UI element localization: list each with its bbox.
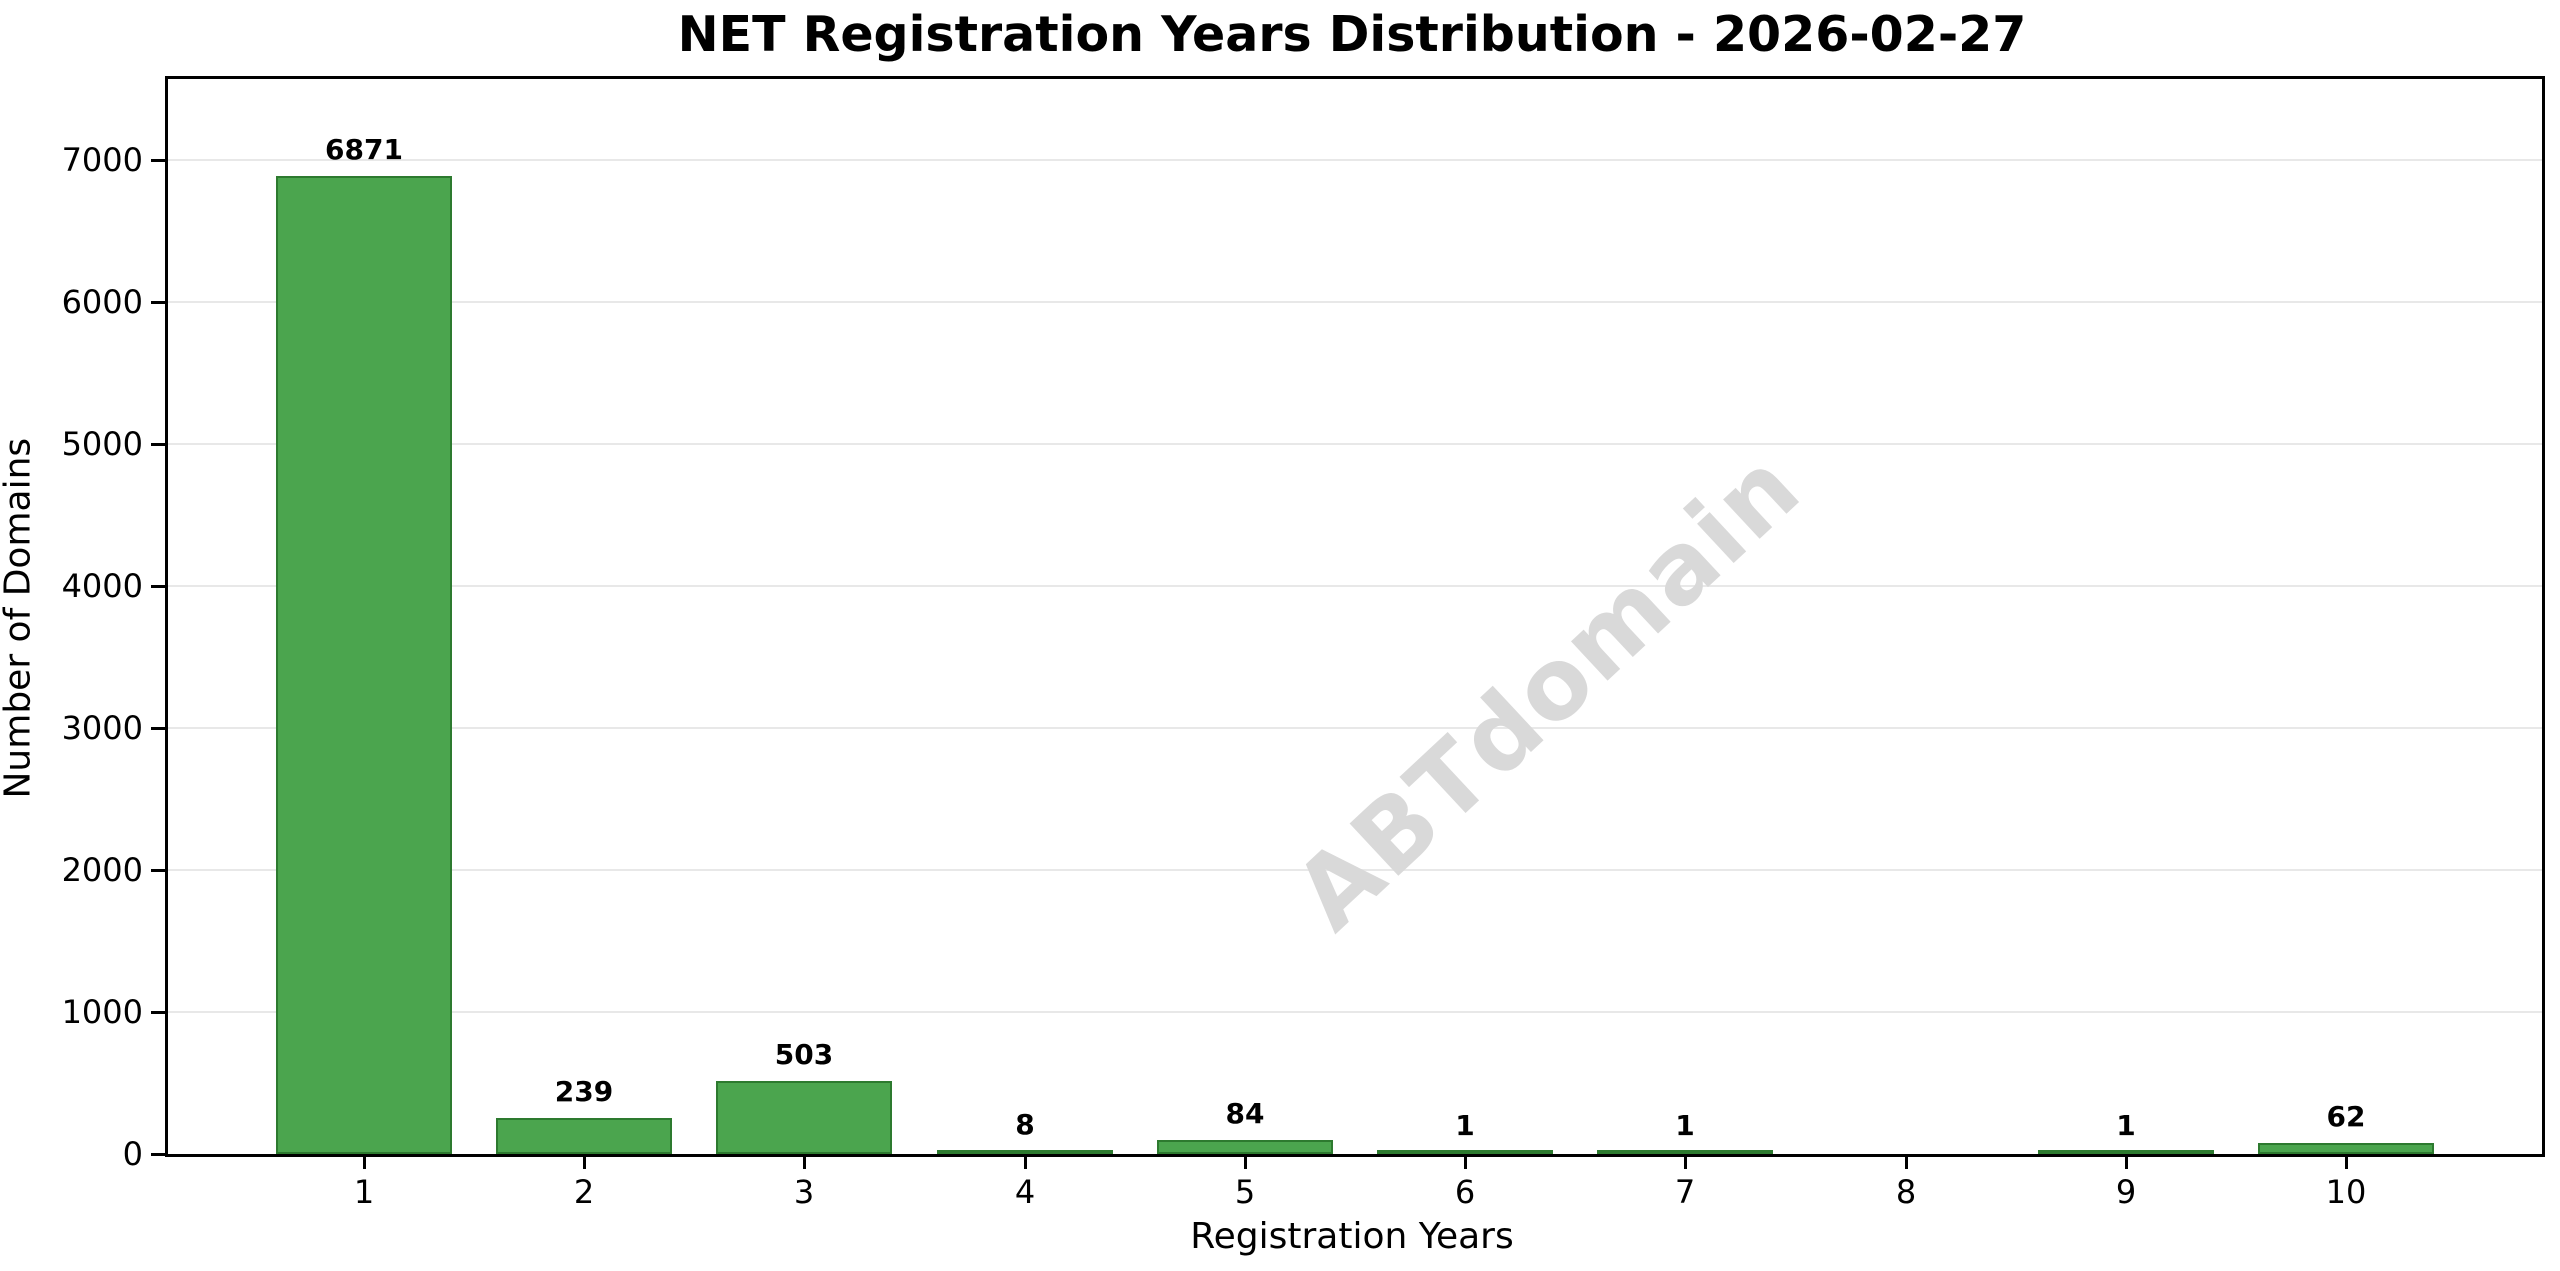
bar-value-label-year-3: 503 xyxy=(774,1038,834,1071)
bar-value-label-year-10: 62 xyxy=(2326,1100,2366,1133)
bar-year-7 xyxy=(1597,1150,1773,1154)
x-axis-label: Registration Years xyxy=(1190,1216,1514,1257)
bar-year-4 xyxy=(937,1150,1113,1154)
y-tick-mark-1000 xyxy=(151,1011,165,1014)
x-tick-mark-1 xyxy=(363,1155,366,1169)
x-tick-label-2: 2 xyxy=(573,1173,595,1211)
x-tick-label-7: 7 xyxy=(1674,1173,1696,1211)
gridline-y-2000 xyxy=(168,868,2542,871)
gridline-y-7000 xyxy=(168,158,2542,161)
y-tick-label-7000: 7000 xyxy=(61,141,143,179)
y-tick-mark-5000 xyxy=(151,443,165,446)
bar-value-label-year-4: 8 xyxy=(1015,1108,1035,1141)
x-tick-label-8: 8 xyxy=(1895,1173,1917,1211)
y-tick-label-3000: 3000 xyxy=(61,709,143,747)
x-tick-mark-4 xyxy=(1024,1155,1027,1169)
x-tick-mark-7 xyxy=(1684,1155,1687,1169)
bar-year-9 xyxy=(2038,1150,2214,1154)
bar-value-label-year-6: 1 xyxy=(1455,1109,1475,1142)
bar-year-6 xyxy=(1377,1150,1553,1154)
y-tick-label-0: 0 xyxy=(122,1135,143,1173)
x-tick-mark-5 xyxy=(1244,1155,1247,1169)
x-tick-mark-8 xyxy=(1905,1155,1908,1169)
x-tick-mark-2 xyxy=(583,1155,586,1169)
x-tick-mark-3 xyxy=(803,1155,806,1169)
x-tick-label-4: 4 xyxy=(1014,1173,1036,1211)
x-tick-label-3: 3 xyxy=(793,1173,815,1211)
x-tick-mark-10 xyxy=(2345,1155,2348,1169)
gridline-y-6000 xyxy=(168,300,2542,303)
y-tick-mark-6000 xyxy=(151,301,165,304)
y-tick-label-6000: 6000 xyxy=(61,283,143,321)
y-tick-mark-0 xyxy=(151,1153,165,1156)
x-tick-mark-9 xyxy=(2125,1155,2128,1169)
y-tick-mark-7000 xyxy=(151,159,165,162)
watermark-text: ABTdomain xyxy=(1273,429,1823,953)
gridline-y-1000 xyxy=(168,1010,2542,1013)
bar-value-label-year-9: 1 xyxy=(2116,1109,2136,1142)
bar-value-label-year-2: 239 xyxy=(554,1075,614,1108)
gridline-y-3000 xyxy=(168,726,2542,729)
bar-value-label-year-5: 84 xyxy=(1225,1097,1265,1130)
gridline-y-4000 xyxy=(168,584,2542,587)
x-tick-label-10: 10 xyxy=(2325,1173,2367,1211)
gridline-y-5000 xyxy=(168,442,2542,445)
y-tick-mark-2000 xyxy=(151,869,165,872)
bar-value-label-year-1: 6871 xyxy=(325,133,403,166)
x-tick-label-5: 5 xyxy=(1234,1173,1256,1211)
chart-title: NET Registration Years Distribution - 20… xyxy=(677,6,2027,63)
bar-year-10 xyxy=(2258,1143,2434,1154)
plot-area: ABTdomain 6871 239 503 8 84 1 1 1 62 xyxy=(165,76,2545,1157)
y-tick-label-2000: 2000 xyxy=(61,851,143,889)
y-tick-mark-4000 xyxy=(151,585,165,588)
x-tick-label-9: 9 xyxy=(2115,1173,2137,1211)
y-tick-label-5000: 5000 xyxy=(61,425,143,463)
bar-year-2 xyxy=(496,1118,672,1154)
x-tick-label-1: 1 xyxy=(353,1173,375,1211)
y-tick-mark-3000 xyxy=(151,727,165,730)
x-tick-mark-6 xyxy=(1464,1155,1467,1169)
y-tick-label-4000: 4000 xyxy=(61,567,143,605)
bar-year-3 xyxy=(716,1081,892,1154)
bar-year-1 xyxy=(276,176,452,1154)
x-tick-label-6: 6 xyxy=(1454,1173,1476,1211)
bar-value-label-year-7: 1 xyxy=(1675,1109,1695,1142)
y-axis-label: Number of Domains xyxy=(0,437,39,799)
y-tick-label-1000: 1000 xyxy=(61,993,143,1031)
bar-year-5 xyxy=(1157,1140,1333,1154)
